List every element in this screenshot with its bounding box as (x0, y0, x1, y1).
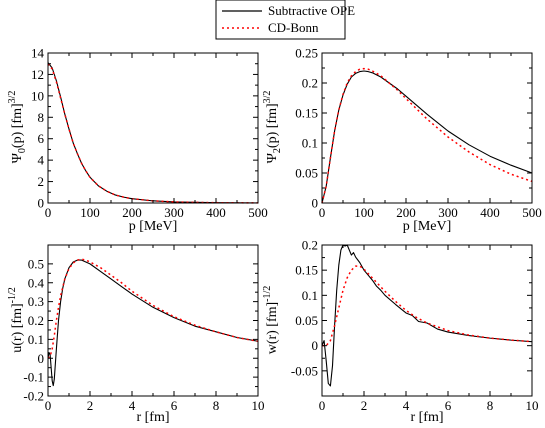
panel-psi0: p [MeV] Ψ0(p) [fm]3/2 0 100 200 300 400 500 0 2… (7, 46, 268, 235)
y-tick-label: 0.3 (28, 294, 44, 309)
series-line-cd-bonn (47, 258, 259, 359)
y-tick-label: -0.05 (291, 363, 318, 378)
x-tick-label: 2 (87, 398, 94, 413)
x-tick-label: 100 (80, 205, 100, 220)
x-tick-label: 10 (526, 398, 539, 413)
x-tick-label: 0 (319, 398, 326, 413)
x-tick-label: 300 (438, 205, 458, 220)
y-tick-label: 0.4 (28, 275, 45, 290)
x-tick-label: 2 (361, 398, 368, 413)
series-line-subtractive-ope (321, 244, 533, 387)
series-line-subtractive-ope (47, 62, 259, 204)
x-tick-label: 4 (403, 398, 410, 413)
plot-frame (47, 244, 259, 397)
panel-psi2: p [MeV] Ψ2(p) [fm]3/2 0 100 200 300 400 500 0 0… (262, 46, 542, 235)
plot-frame (47, 52, 259, 204)
panel-u: r [fm] u(r) [fm]-1/2 0 2 4 6 8 10-0.2-0.100.1… (7, 244, 265, 425)
series-line-cd-bonn (321, 67, 533, 204)
y-tick-label: 0.05 (295, 166, 318, 181)
y-axis-label: u(r) [fm]-1/2 (7, 287, 25, 352)
x-tick-label: 4 (129, 398, 136, 413)
y-tick-label: 0.1 (302, 136, 318, 151)
x-tick-label: 6 (171, 398, 178, 413)
y-axis-label: Ψ2(p) [fm]3/2 (262, 91, 283, 164)
x-tick-label: 8 (213, 398, 220, 413)
y-tick-label: 0.2 (302, 76, 318, 91)
y-tick-label: 0.15 (295, 263, 318, 278)
legend: Subtractive OPE CD-Bonn (215, 0, 355, 40)
x-tick-label: 200 (122, 205, 142, 220)
y-tick-label: 0 (38, 351, 45, 366)
x-axis-label: r [fm] (410, 410, 443, 425)
legend-box (215, 0, 346, 40)
x-tick-label: 500 (248, 205, 268, 220)
x-tick-label: 500 (522, 205, 542, 220)
x-tick-label: 8 (487, 398, 494, 413)
x-tick-label: 0 (45, 398, 52, 413)
y-tick-label: 14 (31, 46, 45, 61)
y-tick-label: 4 (38, 153, 45, 168)
plot-frame (321, 244, 533, 397)
series-line-cd-bonn (47, 63, 259, 204)
x-tick-label: 300 (164, 205, 184, 220)
y-tick-label: 0.1 (302, 288, 318, 303)
y-tick-label: 8 (38, 110, 45, 125)
y-tick-label: 0.05 (295, 313, 318, 328)
x-axis-label: p [MeV] (403, 219, 452, 234)
y-tick-label: 0 (312, 196, 319, 211)
x-tick-label: 400 (206, 205, 226, 220)
x-tick-label: 100 (354, 205, 374, 220)
y-tick-label: 0.2 (28, 313, 44, 328)
legend-label-subtractive-ope: Subtractive OPE (268, 3, 355, 18)
y-tick-label: 0.1 (28, 332, 44, 347)
x-axis-label: p [MeV] (129, 219, 178, 234)
y-tick-label: -0.2 (23, 389, 44, 404)
y-tick-label: 6 (38, 131, 45, 146)
panel-w: r [fm] w(r) [fm]-1/2 0 2 4 6 8 10 -0.05 0 0.05 0.… (262, 238, 539, 426)
x-tick-label: 6 (445, 398, 452, 413)
series-line-cd-bonn (322, 265, 533, 347)
x-axis-label: r [fm] (136, 410, 169, 425)
y-tick-label: 0.2 (302, 238, 318, 253)
y-tick-label: 0 (38, 196, 45, 211)
y-tick-label: 0 (312, 338, 319, 353)
y-tick-label: 12 (31, 67, 44, 82)
x-tick-label: 10 (252, 398, 265, 413)
y-tick-label: 10 (31, 88, 44, 103)
y-tick-label: 0.5 (28, 256, 44, 271)
y-tick-label: 0.15 (295, 106, 318, 121)
x-tick-label: 200 (396, 205, 416, 220)
y-tick-label: 0.25 (295, 46, 318, 61)
x-tick-label: 0 (45, 205, 52, 220)
y-axis-label: w(r) [fm]-1/2 (262, 286, 280, 355)
legend-label-cd-bonn: CD-Bonn (268, 20, 319, 35)
series-line-subtractive-ope (321, 70, 533, 204)
y-axis-label: Ψ0(p) [fm]3/2 (7, 91, 28, 164)
x-tick-label: 400 (480, 205, 500, 220)
y-tick-label: 2 (38, 174, 45, 189)
x-tick-label: 0 (319, 205, 326, 220)
y-tick-label: -0.1 (23, 370, 44, 385)
series-line-subtractive-ope (47, 259, 259, 387)
